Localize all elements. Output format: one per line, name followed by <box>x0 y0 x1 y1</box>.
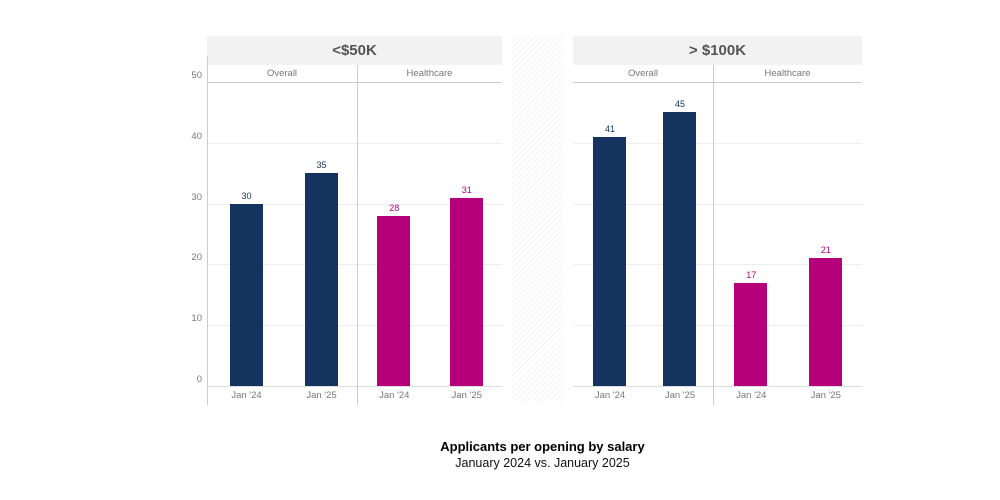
gridline <box>207 264 502 266</box>
panel-header: > $100K <box>573 36 862 65</box>
y-tick-label: 40 <box>191 130 202 142</box>
y-tick-label: 10 <box>191 313 202 325</box>
group-label: Healthcare <box>357 65 502 83</box>
x-tick-label: Jan '24 <box>736 390 767 401</box>
data-label: 35 <box>316 160 327 171</box>
data-label: 31 <box>461 184 472 195</box>
data-label: 28 <box>389 202 400 213</box>
panel-header: <$50K <box>207 36 502 65</box>
gridline <box>573 142 862 144</box>
gridline <box>573 203 862 205</box>
y-tick-label: 20 <box>191 252 202 264</box>
data-label: 30 <box>241 190 252 201</box>
group-label: Healthcare <box>713 65 862 83</box>
gridline <box>573 325 862 327</box>
gridline <box>207 386 502 387</box>
gridline <box>207 142 502 144</box>
x-tick-label: Jan '24 <box>594 390 626 401</box>
y-tick-label: 0 <box>196 374 202 385</box>
bar <box>449 197 483 386</box>
gridline <box>573 386 862 387</box>
bar <box>593 136 626 386</box>
x-tick-label: Jan '25 <box>810 390 841 401</box>
x-tick-label: Jan '25 <box>306 390 337 401</box>
group-divider <box>713 65 714 405</box>
data-label: 17 <box>746 269 757 280</box>
data-label: 21 <box>820 245 831 256</box>
gridline <box>207 203 502 205</box>
bar <box>377 215 411 386</box>
bar <box>734 282 768 386</box>
gridline <box>573 264 862 266</box>
x-tick-label: Jan '25 <box>451 390 482 401</box>
y-axis-line <box>207 56 208 405</box>
group-divider <box>357 65 358 405</box>
chart-title: Applicants per opening by salary <box>440 439 645 454</box>
data-label: 45 <box>674 99 685 110</box>
gridline <box>207 325 502 327</box>
x-tick-label: Jan '24 <box>379 390 410 401</box>
x-tick-label: Jan '24 <box>231 390 262 401</box>
panel-separator <box>512 36 563 402</box>
bar <box>663 112 696 386</box>
x-tick-label: Jan '25 <box>664 390 696 401</box>
group-label: Overall <box>573 65 713 83</box>
bar <box>229 203 263 386</box>
bar <box>808 258 842 386</box>
group-label: Overall <box>207 65 357 83</box>
bar <box>304 173 338 386</box>
chart-subtitle: January 2024 vs. January 2025 <box>455 456 630 470</box>
y-tick-label: 30 <box>191 191 202 203</box>
data-label: 41 <box>604 123 615 134</box>
y-tick-label: 50 <box>191 70 202 81</box>
